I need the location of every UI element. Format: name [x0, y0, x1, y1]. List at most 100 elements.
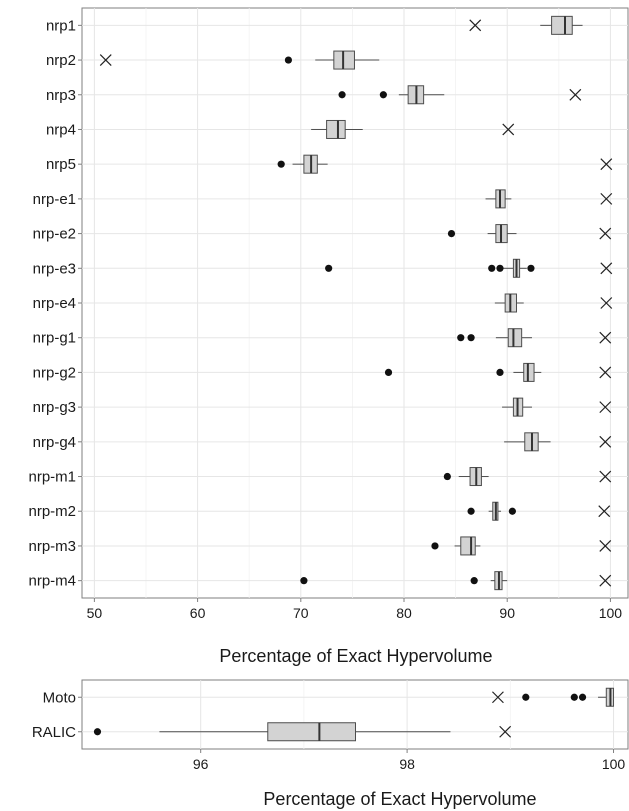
box-nrp-g3: nrp-g3: [33, 397, 612, 417]
category-label: nrp-m2: [28, 503, 76, 520]
outlier-point: [578, 693, 587, 701]
box-nrp-e4: nrp-e4: [33, 293, 613, 313]
cross-marker: [600, 158, 613, 171]
cross-marker: [600, 297, 613, 309]
x-tick-label: 96: [193, 756, 209, 772]
outlier-point: [443, 472, 451, 481]
category-label: nrp-e1: [33, 191, 76, 208]
x-tick-label: 100: [599, 605, 623, 621]
outlier-point: [93, 728, 102, 736]
x-tick-label: 50: [87, 605, 103, 621]
category-label: nrp5: [46, 156, 76, 173]
box-nrp-m1: nrp-m1: [28, 467, 612, 487]
outlier-point: [570, 693, 578, 701]
category-label: nrp-g4: [33, 434, 76, 451]
box-iqr: [460, 536, 476, 556]
cross-marker: [600, 262, 613, 275]
x-tick-label: 90: [499, 605, 515, 621]
outlier-point: [508, 507, 516, 515]
box-nrp3: nrp3: [46, 85, 582, 105]
cross-marker: [600, 192, 613, 205]
category-label: nrp4: [46, 121, 76, 138]
category-label: nrp-m4: [28, 573, 76, 590]
cross-marker: [599, 331, 612, 344]
box-iqr: [326, 119, 346, 139]
x-tick-label: 70: [293, 605, 309, 621]
cross-marker: [599, 227, 612, 240]
box-iqr: [551, 15, 573, 35]
cross-marker: [599, 401, 612, 414]
cross-marker: [599, 366, 612, 379]
outlier-point: [467, 507, 475, 515]
box-iqr: [523, 362, 535, 382]
category-label: nrp-e2: [33, 226, 76, 243]
box-RALIC: RALIC: [32, 722, 512, 742]
box-nrp-m3: nrp-m3: [28, 536, 612, 556]
x-axis-title-top: Percentage of Exact Hypervolume: [219, 646, 492, 666]
category-label: nrp-g1: [33, 330, 76, 347]
outlier-point: [467, 334, 475, 342]
category-label: nrp-g3: [33, 399, 76, 416]
outlier-point: [447, 229, 456, 238]
outlier-point: [522, 693, 530, 701]
cross-marker: [598, 505, 611, 518]
x-tick-label: 60: [190, 605, 206, 621]
category-label: nrp-m1: [28, 469, 76, 486]
category-label: nrp1: [46, 17, 76, 34]
category-label: Moto: [43, 689, 76, 706]
x-tick-label: 98: [399, 756, 415, 772]
box-iqr: [267, 722, 357, 742]
cross-marker: [599, 470, 612, 483]
category-label: nrp-m3: [28, 538, 76, 555]
cross-marker: [599, 574, 612, 587]
box-nrp-g1: nrp-g1: [33, 328, 612, 348]
box-nrp-e3: nrp-e3: [33, 258, 613, 278]
cross-marker: [502, 123, 515, 136]
box-Moto: Moto: [43, 687, 615, 707]
box-nrp-g4: nrp-g4: [33, 432, 612, 452]
x-tick-label: 100: [602, 756, 626, 772]
category-label: nrp2: [46, 52, 76, 69]
outlier-point: [431, 542, 439, 550]
box-nrp1: nrp1: [46, 15, 583, 35]
outlier-point: [277, 160, 285, 168]
category-label: nrp-e4: [33, 295, 76, 312]
bottom-panel: 96 98 100 Moto RALIC: [32, 679, 629, 772]
category-label: nrp-g2: [33, 364, 76, 381]
outlier-point: [384, 368, 393, 377]
outlier-point: [527, 264, 535, 272]
cross-marker: [99, 54, 112, 66]
box-nrp-g2: nrp-g2: [33, 362, 612, 382]
outlier-point: [379, 91, 387, 99]
box-nrp-m2: nrp-m2: [28, 501, 611, 521]
category-label: RALIC: [32, 724, 76, 741]
outlier-point: [338, 91, 346, 99]
category-label: nrp-e3: [33, 260, 76, 277]
box-nrp2: nrp2: [46, 50, 380, 70]
x-tick-label: 80: [396, 605, 412, 621]
outlier-point: [284, 56, 293, 64]
x-axis-title-bottom: Percentage of Exact Hypervolume: [263, 789, 536, 809]
box-nrp-e2: nrp-e2: [33, 224, 612, 244]
box-nrp4: nrp4: [46, 119, 515, 139]
category-label: nrp3: [46, 87, 76, 104]
outlier-point: [300, 577, 308, 585]
outlier-point: [470, 577, 478, 585]
cross-marker: [569, 88, 582, 101]
top-panel: 50 60 70 80 90 100 nrp1 nrp2 nrp3 nrp4 nrp5 nrp-e1 n…: [28, 7, 629, 621]
outlier-point: [325, 264, 333, 272]
box-iqr: [333, 50, 355, 70]
cross-marker: [469, 19, 482, 32]
cross-marker: [499, 725, 512, 738]
outlier-point: [496, 368, 504, 377]
outlier-point: [488, 264, 496, 272]
box-iqr: [507, 328, 523, 348]
outlier-point: [496, 264, 504, 272]
cross-marker: [599, 540, 612, 552]
cross-marker: [599, 435, 612, 448]
box-nrp-e1: nrp-e1: [33, 189, 613, 209]
cross-marker: [492, 691, 504, 704]
box-nrp-m4: nrp-m4: [28, 571, 612, 591]
outlier-point: [457, 334, 465, 342]
